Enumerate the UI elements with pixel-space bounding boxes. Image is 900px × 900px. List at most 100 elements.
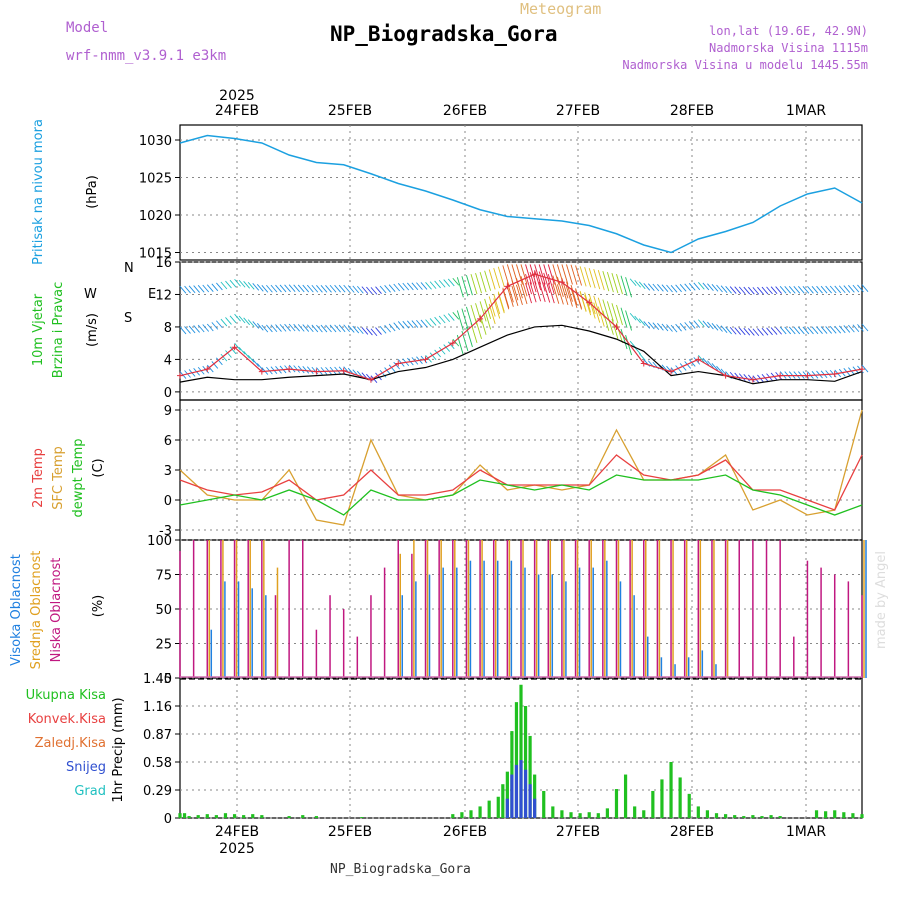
precip-bar-0 xyxy=(528,735,532,818)
wind-barb xyxy=(288,364,296,373)
bottom-date-label: 1MAR xyxy=(786,824,827,840)
wind-barb xyxy=(834,325,842,334)
wind-gust-marker xyxy=(286,366,293,373)
precip-bar-0 xyxy=(742,816,746,818)
wind-barb xyxy=(848,324,855,333)
wind-barb xyxy=(529,282,537,303)
wind-barb xyxy=(297,324,305,332)
wind-barb xyxy=(438,315,446,324)
wind-ytick-label: 8 xyxy=(164,321,172,336)
wind-barb xyxy=(520,283,528,305)
precip-bar-0 xyxy=(205,814,209,818)
wind-barb xyxy=(266,284,273,293)
wind-barb xyxy=(588,293,596,315)
precip-legend-item: Grad xyxy=(74,784,106,799)
wind-barb xyxy=(547,264,555,285)
wind-barb xyxy=(393,361,401,370)
wind-barb xyxy=(247,355,255,363)
wind-barb xyxy=(593,302,601,323)
wind-barb xyxy=(302,284,310,293)
wind-barb xyxy=(770,286,778,294)
wind-barb xyxy=(725,326,732,335)
wind-barb xyxy=(302,366,310,374)
top-date-label: 26FEB xyxy=(443,103,487,119)
wind-barb xyxy=(761,286,769,295)
wind-barb xyxy=(193,325,200,333)
wind-barb xyxy=(729,286,737,294)
wind-barb xyxy=(466,275,473,296)
wind-barb xyxy=(366,327,373,336)
wind-barb xyxy=(397,321,405,329)
wind-barb xyxy=(697,282,705,290)
precip-bar-0 xyxy=(605,808,609,818)
precipitation-ytick-label: 0.29 xyxy=(143,784,172,799)
wind-barb xyxy=(220,281,228,290)
page-title: NP_Biogradska_Gora xyxy=(330,22,558,46)
precip-bar-0 xyxy=(751,815,755,818)
wind-gust-marker xyxy=(749,376,756,383)
wind-barb xyxy=(447,341,455,350)
wind-gust-marker xyxy=(831,371,838,378)
wind-barb xyxy=(525,282,532,304)
wind-barb xyxy=(452,277,460,286)
wind-barb xyxy=(461,276,469,297)
wind-gust-line xyxy=(179,273,863,381)
wind-barb xyxy=(184,326,191,334)
wind-barb xyxy=(243,317,250,326)
temp-sfc-label: SFC Temp xyxy=(51,446,66,510)
wind-barb xyxy=(502,265,510,286)
wind-barb xyxy=(216,320,223,329)
dewpoint-line xyxy=(179,474,863,516)
wind-barb xyxy=(670,285,678,293)
wind-barb xyxy=(829,326,837,334)
wind-barb xyxy=(716,365,723,374)
wind-barb xyxy=(388,284,396,292)
wind-gust-marker xyxy=(586,299,593,306)
precip-bar-0 xyxy=(478,806,482,818)
wind-barb xyxy=(688,359,696,367)
supertitle: Meteogram xyxy=(520,0,602,18)
wind-barb xyxy=(497,291,505,312)
location-coords: lon,lat (19.6E, 42.9N) xyxy=(709,24,868,38)
precip-bar-0 xyxy=(496,796,500,818)
pressure-label: Pritisak na nivou mora xyxy=(31,119,46,265)
wind-barb xyxy=(647,321,655,330)
wind-barb xyxy=(325,284,332,293)
wind-barb xyxy=(629,312,637,321)
wind-barb xyxy=(638,353,646,361)
cloud-mid-label: Srednja Oblacnost xyxy=(29,551,44,670)
wind-barb xyxy=(734,327,742,335)
pressure-ytick-label: 1025 xyxy=(139,172,172,187)
wind-barb xyxy=(456,277,464,298)
precip-bar-0 xyxy=(260,815,264,818)
wind-barb xyxy=(297,284,305,293)
wind-barb xyxy=(611,318,619,339)
bottom-date-label: 26FEB xyxy=(443,824,487,840)
wind-barb xyxy=(738,286,746,295)
wind-barb xyxy=(247,282,255,290)
wind-barb xyxy=(811,285,819,294)
wind-barbs xyxy=(179,264,869,383)
wind-barb xyxy=(620,307,628,328)
wind-barb xyxy=(206,364,214,373)
wind-barb xyxy=(556,276,564,298)
wind-barb xyxy=(570,284,578,306)
wind-gust-marker xyxy=(558,279,565,286)
wind-barb xyxy=(202,324,210,332)
wind-barb xyxy=(329,324,337,333)
wind-gust-marker xyxy=(177,372,183,379)
precip-bar-0 xyxy=(824,811,828,818)
wind-barb xyxy=(216,357,223,366)
wind-barb xyxy=(384,285,391,293)
wind-barb xyxy=(184,285,191,294)
wind-barb xyxy=(788,286,796,294)
wind-barb xyxy=(438,279,446,288)
model-name: wrf-nmm_v3.9.1 e3km xyxy=(66,48,227,64)
wind-barb xyxy=(798,326,805,335)
pressure-ytick-label: 1020 xyxy=(139,209,172,224)
wind-barb xyxy=(597,306,605,327)
model-label: Model xyxy=(66,20,109,36)
cloud-unit: (%) xyxy=(91,595,106,618)
wind-gust-marker xyxy=(395,360,402,367)
wind-barb xyxy=(270,284,278,293)
